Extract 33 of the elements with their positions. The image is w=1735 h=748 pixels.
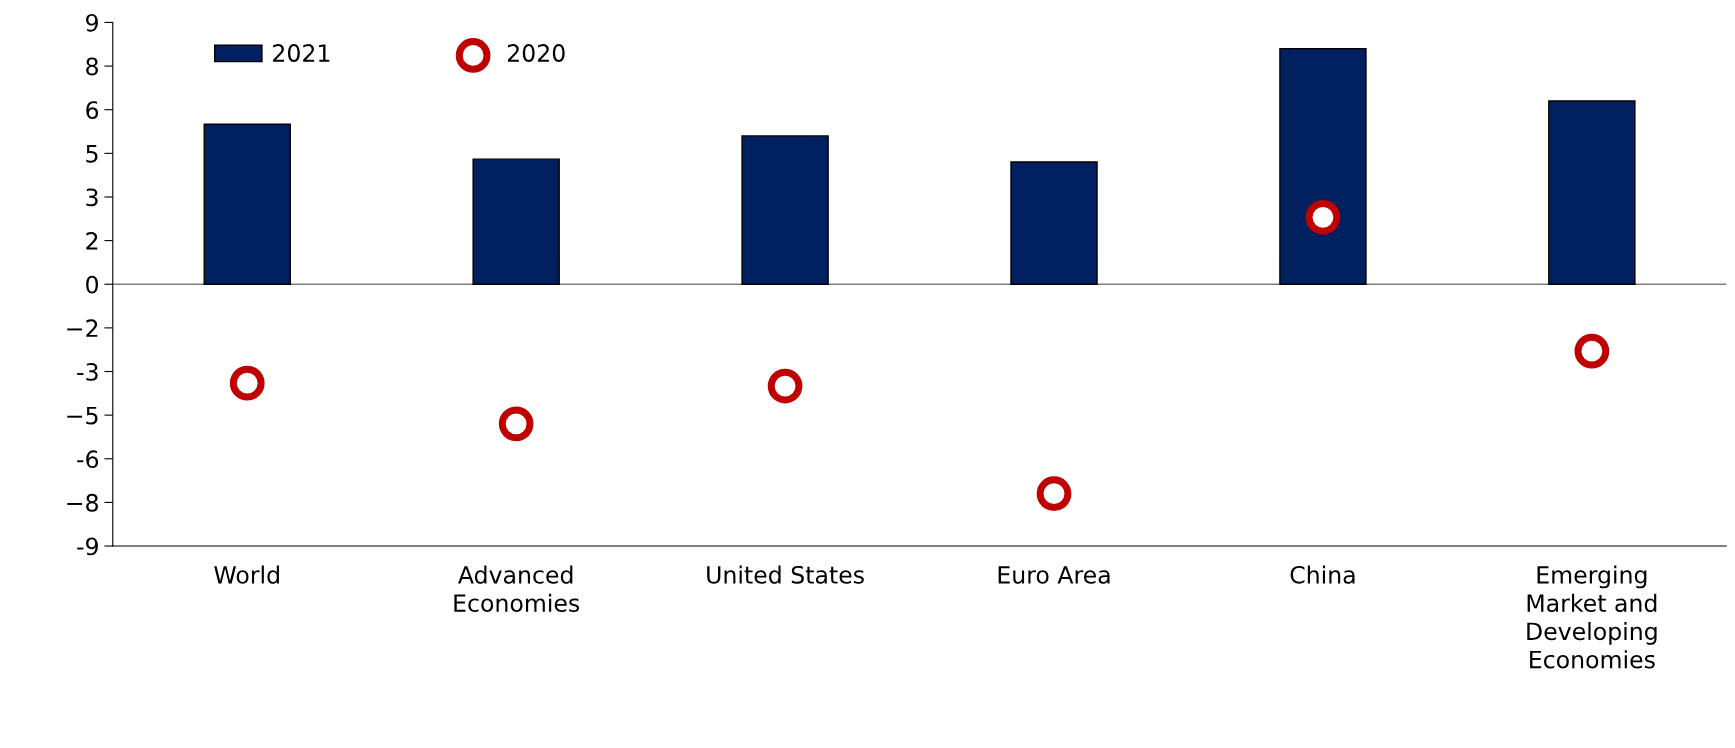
legend-label: 2020 (507, 44, 565, 62)
bar (1548, 100, 1636, 285)
x-tick-label: Advanced Economies (454, 565, 580, 612)
y-tick-label: -6 (77, 450, 99, 469)
y-tick-label: −2 (67, 319, 98, 337)
y-tick-label: 0 (86, 275, 99, 294)
x-tick-label: Emerging Market and Developing Economies (1527, 565, 1657, 669)
legend-label: 2021 (273, 44, 330, 62)
point (1574, 333, 1610, 369)
bar (1279, 47, 1367, 285)
y-tick-label: -3 (77, 362, 98, 381)
y-tick-label: 3 (86, 188, 98, 207)
bar (472, 158, 560, 285)
y-tick-label: -9 (77, 537, 98, 556)
y-tick-label: 8 (86, 57, 98, 76)
x-tick-label: World (214, 565, 279, 584)
x-tick-label: Euro Area (998, 566, 1110, 584)
point (1036, 476, 1072, 512)
bar (203, 123, 291, 285)
x-tick-label: United States (707, 565, 864, 584)
y-tick-label: 9 (86, 13, 98, 32)
y-tick-label: 2 (86, 232, 98, 250)
y-tick-label: −8 (67, 493, 98, 512)
y-tick-label: −5 (67, 406, 98, 425)
bar (741, 135, 829, 285)
bar (1010, 161, 1098, 285)
point (1305, 199, 1341, 235)
point (767, 368, 803, 404)
point (229, 365, 265, 401)
y-tick-label: 6 (86, 101, 99, 120)
y-tick-label: 5 (86, 145, 98, 163)
x-tick-label: China (1290, 565, 1355, 584)
point (498, 406, 534, 442)
